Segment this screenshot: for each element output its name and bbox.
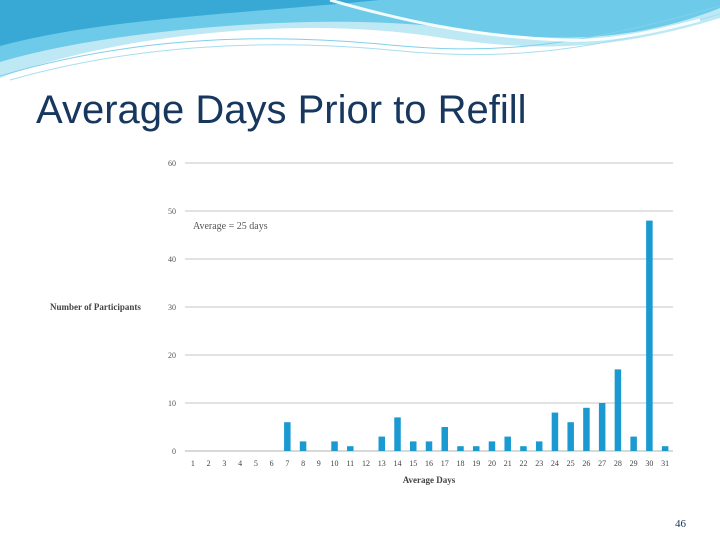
x-tick-label: 1 [191,459,195,468]
bar-day-21 [504,436,511,451]
x-tick-label: 4 [238,459,242,468]
y-tick-label: 30 [168,303,176,312]
y-tick-label: 40 [168,255,176,264]
x-tick-label: 19 [472,459,480,468]
bar-day-27 [598,403,606,451]
x-tick-label: 25 [567,459,575,468]
x-tick-label: 8 [301,459,305,468]
bar-day-16 [425,441,433,451]
average-annotation: Average = 25 days [193,221,268,232]
bars [284,220,669,451]
y-tick-label: 10 [168,399,176,408]
x-tick-label: 23 [535,459,543,468]
bar-day-26 [583,407,590,451]
y-tick-label: 20 [168,351,176,360]
y-tick-labels: 0 10 20 30 40 50 60 [168,159,176,456]
slide-title: Average Days Prior to Refill [36,88,527,132]
x-tick-label: 3 [222,459,226,468]
bar-day-8 [299,441,307,451]
x-tick-label: 7 [285,459,289,468]
bar-day-14 [394,417,401,451]
bar-day-25 [567,422,574,451]
wave-band-dark [0,0,380,46]
page-number: 46 [675,518,686,530]
wave-line-1 [0,5,720,77]
x-tick-label: 21 [504,459,512,468]
wave-white-swoosh [329,0,701,42]
x-tick-label: 16 [425,459,433,468]
bar-day-15 [410,441,417,451]
bar-day-10 [331,441,338,451]
wave-line-2 [9,13,720,81]
x-tick-label: 22 [519,459,527,468]
bar-day-20 [488,441,496,451]
x-tick-label: 15 [409,459,417,468]
x-tick-label: 12 [362,459,370,468]
x-tick-label: 18 [456,459,464,468]
bar-day-7 [284,422,291,451]
x-tick-label: 9 [317,459,321,468]
bar-day-13 [378,436,386,451]
x-tick-label: 10 [331,459,339,468]
gridlines [185,162,673,452]
bar-day-24 [551,412,559,451]
x-tick-label: 31 [661,459,669,468]
bar-day-19 [472,446,480,451]
bar-day-29 [630,436,637,451]
x-tick-label: 27 [598,459,606,468]
bar-day-18 [457,446,464,451]
x-tick-label: 17 [441,459,449,468]
x-tick-label: 29 [630,459,638,468]
bar-day-17 [441,427,448,451]
x-tick-label: 30 [645,459,653,468]
x-tick-label: 26 [582,459,590,468]
x-tick-labels: 1 2 3 4 5 6 7 8 9 10 11 12 13 14 15 16 17 18 19 20 21 22 23 24 2… [191,459,669,468]
y-tick-label: 0 [172,447,176,456]
y-tick-label: 60 [168,159,176,168]
y-axis-label: Number of Participants [50,302,141,312]
bar-day-23 [535,441,543,451]
x-tick-label: 20 [488,459,496,468]
x-tick-label: 13 [378,459,386,468]
bar-day-28 [614,369,622,451]
y-tick-label: 50 [168,207,176,216]
bar-day-22 [520,446,527,451]
bar-day-30 [646,220,653,451]
x-tick-label: 14 [394,459,402,468]
bar-day-11 [347,446,354,451]
x-axis-label: Average Days [403,475,456,485]
x-tick-label: 2 [207,459,211,468]
bar-day-31 [661,446,669,451]
x-tick-label: 6 [270,459,274,468]
x-tick-label: 11 [346,459,354,468]
x-tick-label: 5 [254,459,258,468]
x-tick-label: 28 [614,459,622,468]
x-tick-label: 24 [551,459,559,468]
header-wave-decoration [0,0,720,81]
